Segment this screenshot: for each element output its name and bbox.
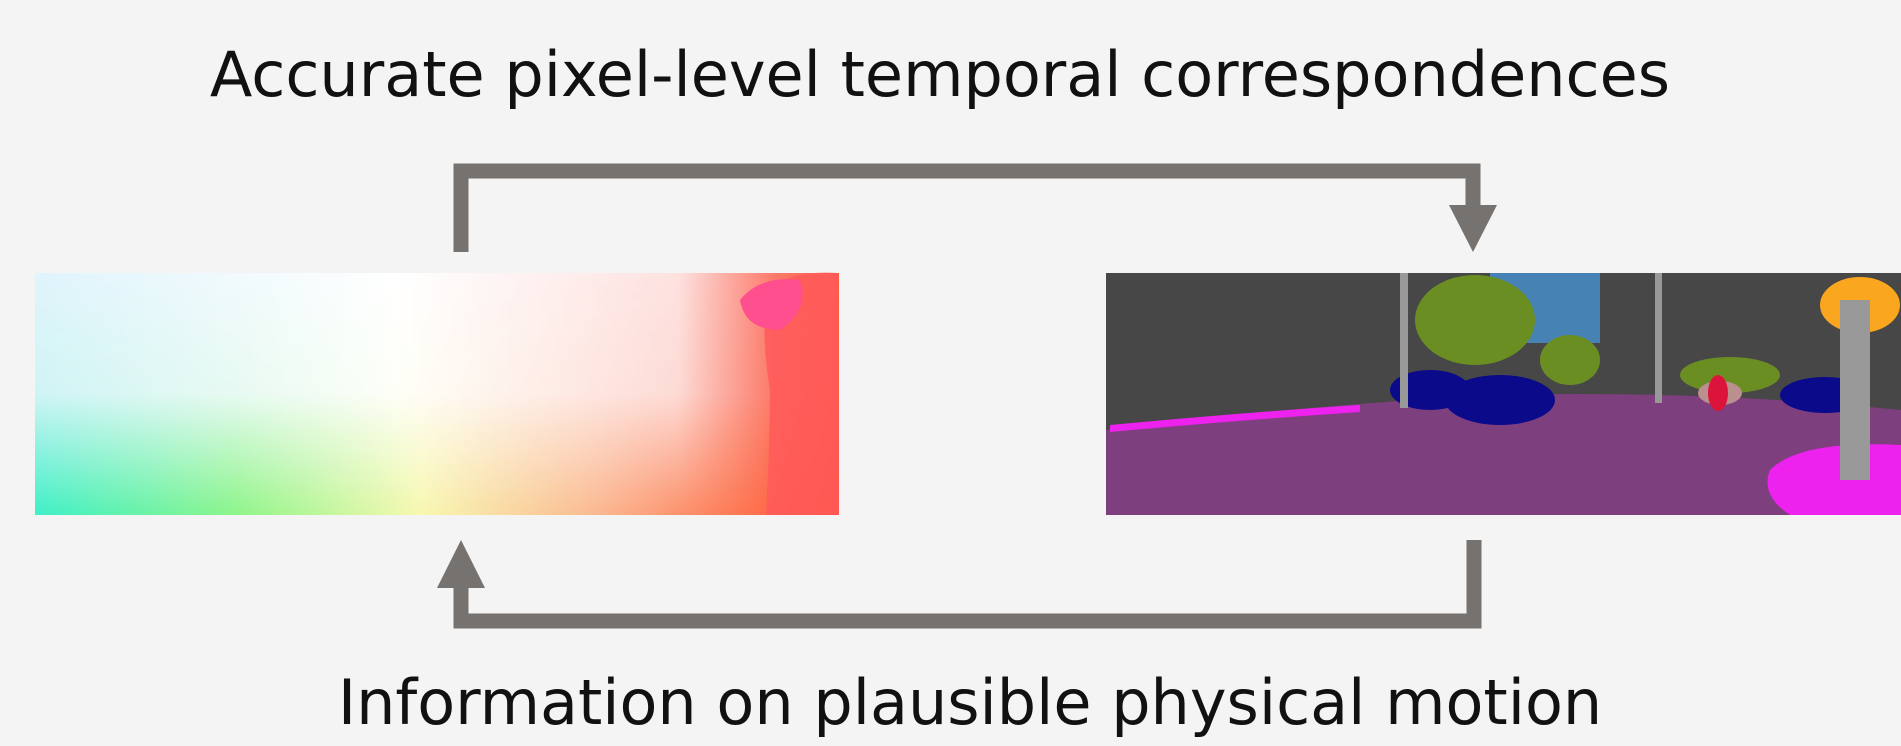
bottom-arrowhead: [437, 540, 485, 588]
page: Accurate pixel-level temporal correspond…: [0, 0, 1901, 746]
flow-image: [35, 273, 839, 515]
segmentation-image: [1106, 273, 1901, 515]
bottom-arrow: [461, 540, 1474, 621]
top-label: Accurate pixel-level temporal correspond…: [210, 38, 1670, 111]
diagram: Accurate pixel-level temporal correspond…: [0, 0, 1901, 746]
bottom-label: Information on plausible physical motion: [338, 666, 1602, 739]
top-arrowhead: [1449, 205, 1497, 252]
top-arrow: [461, 171, 1473, 252]
